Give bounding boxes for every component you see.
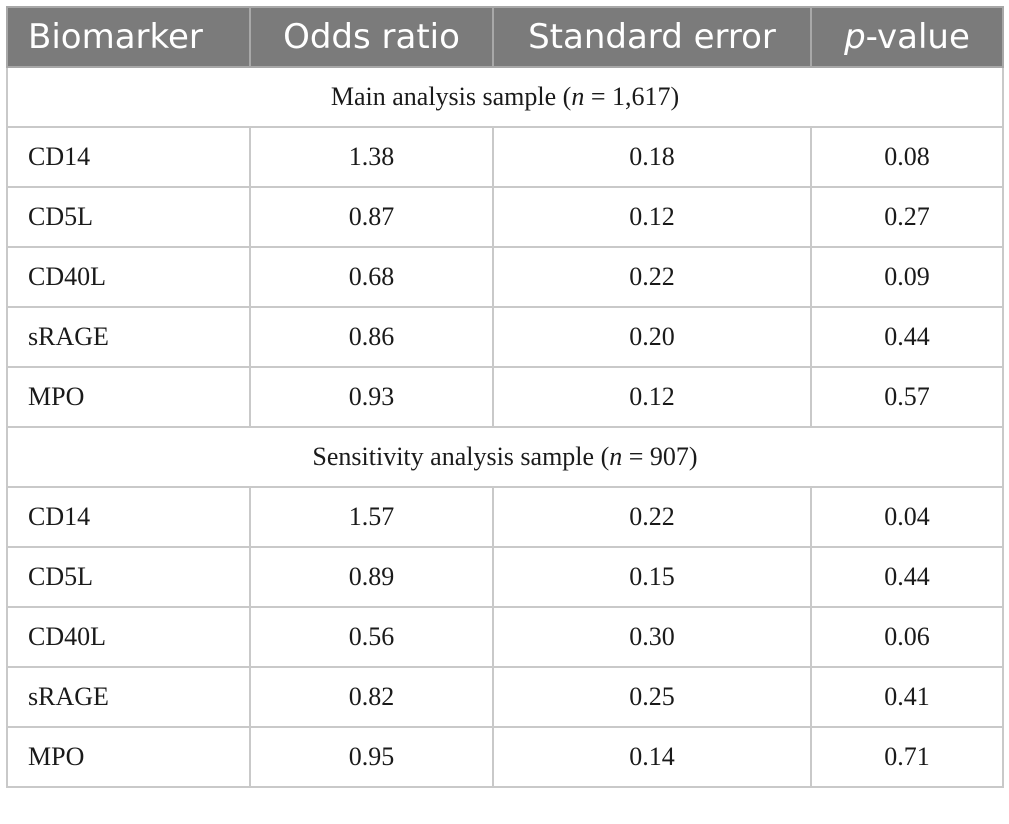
table-row: MPO 0.95 0.14 0.71 (6, 726, 1004, 788)
cell-standard-error: 0.15 (492, 546, 812, 608)
section-title-n: n (571, 82, 585, 111)
section-title-pre: Main analysis sample ( (330, 82, 572, 111)
section-title-sensitivity: Sensitivity analysis sample (n = 907) (6, 426, 1004, 488)
table-row: sRAGE 0.82 0.25 0.41 (6, 666, 1004, 728)
section-title-post: = 1,617) (584, 82, 680, 111)
section-title-main: Main analysis sample (n = 1,617) (6, 66, 1004, 128)
cell-biomarker: CD40L (6, 246, 251, 308)
section-row-main: Main analysis sample (n = 1,617) (6, 66, 1004, 128)
cell-odds-ratio: 0.87 (249, 186, 494, 248)
cell-odds-ratio: 0.95 (249, 726, 494, 788)
cell-standard-error: 0.30 (492, 606, 812, 668)
cell-biomarker: CD40L (6, 606, 251, 668)
cell-p-value: 0.57 (810, 366, 1004, 428)
cell-p-value: 0.44 (810, 546, 1004, 608)
header-p-value: p-value (810, 6, 1004, 68)
table-row: sRAGE 0.86 0.20 0.44 (6, 306, 1004, 368)
table-row: MPO 0.93 0.12 0.57 (6, 366, 1004, 428)
cell-odds-ratio: 1.57 (249, 486, 494, 548)
header-odds-ratio: Odds ratio (249, 6, 494, 68)
cell-p-value: 0.06 (810, 606, 1004, 668)
cell-biomarker: sRAGE (6, 666, 251, 728)
biomarker-table: Biomarker Odds ratio Standard error p-va… (6, 6, 1004, 788)
header-standard-error: Standard error (492, 6, 812, 68)
cell-odds-ratio: 0.56 (249, 606, 494, 668)
cell-odds-ratio: 0.68 (249, 246, 494, 308)
table-row: CD5L 0.87 0.12 0.27 (6, 186, 1004, 248)
cell-standard-error: 0.22 (492, 246, 812, 308)
section-title-n: n (609, 442, 623, 471)
cell-p-value: 0.04 (810, 486, 1004, 548)
table-row: CD14 1.38 0.18 0.08 (6, 126, 1004, 188)
cell-p-value: 0.27 (810, 186, 1004, 248)
cell-odds-ratio: 0.86 (249, 306, 494, 368)
cell-standard-error: 0.14 (492, 726, 812, 788)
section-title-pre: Sensitivity analysis sample ( (312, 442, 610, 471)
header-p-value-suffix: -value (865, 17, 970, 57)
header-p-value-p: p (844, 17, 866, 57)
cell-standard-error: 0.25 (492, 666, 812, 728)
section-row-sensitivity: Sensitivity analysis sample (n = 907) (6, 426, 1004, 488)
table-row: CD14 1.57 0.22 0.04 (6, 486, 1004, 548)
cell-standard-error: 0.12 (492, 366, 812, 428)
cell-biomarker: CD14 (6, 486, 251, 548)
cell-biomarker: MPO (6, 366, 251, 428)
cell-odds-ratio: 1.38 (249, 126, 494, 188)
cell-biomarker: sRAGE (6, 306, 251, 368)
table-row: CD40L 0.56 0.30 0.06 (6, 606, 1004, 668)
cell-standard-error: 0.18 (492, 126, 812, 188)
cell-biomarker: MPO (6, 726, 251, 788)
cell-odds-ratio: 0.82 (249, 666, 494, 728)
cell-p-value: 0.09 (810, 246, 1004, 308)
cell-standard-error: 0.22 (492, 486, 812, 548)
cell-standard-error: 0.12 (492, 186, 812, 248)
cell-odds-ratio: 0.89 (249, 546, 494, 608)
cell-odds-ratio: 0.93 (249, 366, 494, 428)
cell-biomarker: CD5L (6, 186, 251, 248)
cell-p-value: 0.44 (810, 306, 1004, 368)
cell-p-value: 0.41 (810, 666, 1004, 728)
section-title-post: = 907) (622, 442, 698, 471)
cell-standard-error: 0.20 (492, 306, 812, 368)
header-biomarker: Biomarker (6, 6, 251, 68)
table-row: CD5L 0.89 0.15 0.44 (6, 546, 1004, 608)
cell-biomarker: CD14 (6, 126, 251, 188)
cell-biomarker: CD5L (6, 546, 251, 608)
header-row: Biomarker Odds ratio Standard error p-va… (6, 6, 1004, 68)
table-body: Main analysis sample (n = 1,617) CD14 1.… (6, 66, 1004, 788)
cell-p-value: 0.71 (810, 726, 1004, 788)
cell-p-value: 0.08 (810, 126, 1004, 188)
table-row: CD40L 0.68 0.22 0.09 (6, 246, 1004, 308)
table-header: Biomarker Odds ratio Standard error p-va… (6, 6, 1004, 68)
